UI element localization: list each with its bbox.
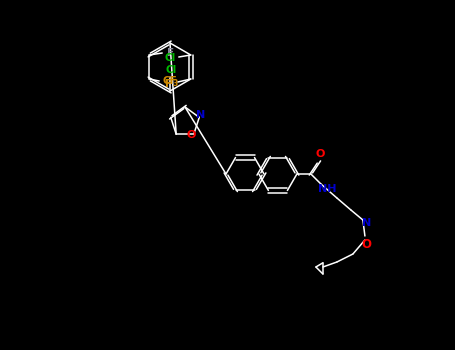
Text: O: O [361, 238, 371, 251]
Text: Cl: Cl [164, 53, 176, 63]
Text: NH: NH [318, 184, 336, 194]
Text: CF: CF [162, 76, 177, 86]
Text: O: O [315, 149, 324, 159]
Text: Cl: Cl [165, 65, 177, 75]
Text: O: O [186, 130, 196, 140]
Text: 3: 3 [172, 79, 177, 89]
Text: F: F [167, 48, 174, 58]
Text: N: N [362, 218, 372, 228]
Text: N: N [196, 110, 205, 120]
Text: F: F [165, 79, 172, 89]
